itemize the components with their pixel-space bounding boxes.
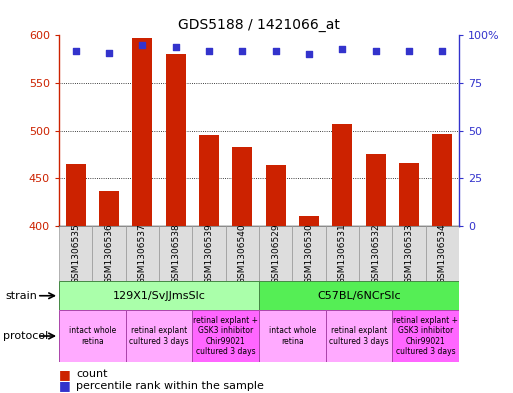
Bar (92, 226, 126, 281)
Bar (432, 134, 452, 226)
Text: retinal explant +
GSK3 inhibitor
Chir99021
cultured 3 days: retinal explant + GSK3 inhibitor Chir990… (193, 316, 258, 356)
Bar (399, 163, 419, 226)
Bar (192, 226, 226, 281)
Bar (132, 38, 152, 226)
Bar (392, 310, 459, 362)
Text: count: count (76, 369, 107, 379)
Bar (126, 310, 192, 362)
Bar (332, 124, 352, 226)
Text: C57BL/6NCrSlc: C57BL/6NCrSlc (317, 291, 401, 301)
Bar (126, 226, 159, 281)
Point (338, 46, 346, 52)
Bar (299, 217, 319, 226)
Text: GSM1306532: GSM1306532 (371, 223, 380, 284)
Text: GSM1306533: GSM1306533 (405, 223, 413, 284)
Bar (99, 191, 119, 226)
Text: strain: strain (5, 291, 37, 301)
Point (371, 48, 380, 54)
Text: GSM1306530: GSM1306530 (305, 223, 313, 284)
Bar (426, 226, 459, 281)
Text: intact whole
retina: intact whole retina (69, 326, 116, 346)
Point (138, 42, 146, 48)
Point (271, 48, 280, 54)
Text: retinal explant
cultured 3 days: retinal explant cultured 3 days (329, 326, 389, 346)
Text: retinal explant
cultured 3 days: retinal explant cultured 3 days (129, 326, 189, 346)
Bar (192, 310, 259, 362)
Text: GSM1306529: GSM1306529 (271, 223, 280, 284)
Bar (326, 310, 392, 362)
Point (405, 48, 413, 54)
Point (205, 48, 213, 54)
Text: GSM1306537: GSM1306537 (138, 223, 147, 284)
Point (238, 48, 246, 54)
Title: GDS5188 / 1421066_at: GDS5188 / 1421066_at (178, 18, 340, 31)
Bar (232, 147, 252, 226)
Bar (59, 226, 92, 281)
Text: percentile rank within the sample: percentile rank within the sample (76, 381, 264, 391)
Bar (259, 310, 326, 362)
Point (171, 44, 180, 50)
Bar (259, 281, 459, 310)
Bar (66, 164, 86, 226)
Bar (359, 226, 392, 281)
Text: GSM1306534: GSM1306534 (438, 223, 447, 284)
Bar (159, 226, 192, 281)
Bar (59, 310, 126, 362)
Text: protocol: protocol (3, 331, 48, 341)
Text: ■: ■ (59, 367, 71, 381)
Bar (366, 154, 386, 226)
Bar (59, 281, 259, 310)
Text: GSM1306531: GSM1306531 (338, 223, 347, 284)
Bar (259, 226, 292, 281)
Bar (392, 226, 426, 281)
Text: intact whole
retina: intact whole retina (269, 326, 316, 346)
Text: GSM1306538: GSM1306538 (171, 223, 180, 284)
Bar (226, 226, 259, 281)
Text: GSM1306540: GSM1306540 (238, 223, 247, 284)
Text: ■: ■ (59, 379, 71, 393)
Text: GSM1306536: GSM1306536 (105, 223, 113, 284)
Point (105, 50, 113, 56)
Text: 129X1/SvJJmsSlc: 129X1/SvJJmsSlc (112, 291, 206, 301)
Bar (326, 226, 359, 281)
Point (71, 48, 80, 54)
Text: GSM1306535: GSM1306535 (71, 223, 80, 284)
Bar (292, 226, 326, 281)
Bar (266, 165, 286, 226)
Point (305, 51, 313, 57)
Text: retinal explant +
GSK3 inhibitor
Chir99021
cultured 3 days: retinal explant + GSK3 inhibitor Chir990… (393, 316, 458, 356)
Bar (166, 54, 186, 226)
Bar (199, 136, 219, 226)
Point (438, 48, 446, 54)
Text: GSM1306539: GSM1306539 (205, 223, 213, 284)
